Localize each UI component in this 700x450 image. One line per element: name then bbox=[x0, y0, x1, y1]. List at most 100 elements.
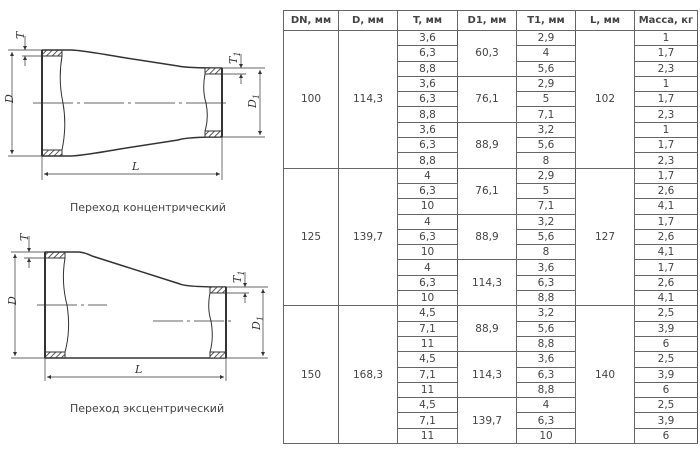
d-cell: 139,7 bbox=[338, 167, 398, 307]
mass-cell: 2,5 bbox=[634, 397, 698, 414]
reducer-spec-table: DN, мм D, мм T, мм D1, мм T1, мм L, мм Масса, … bbox=[283, 10, 698, 445]
d-cell: 168,3 bbox=[338, 305, 398, 445]
table-row: 11 10 6 bbox=[284, 427, 698, 445]
d1-cell: 76,1 bbox=[457, 167, 517, 215]
t-cell: 6,3 bbox=[397, 182, 458, 200]
dimension-D1-label: D1 bbox=[250, 316, 265, 331]
t-cell: 7,1 bbox=[397, 412, 458, 429]
t1-cell: 3,2 bbox=[516, 121, 576, 139]
table-row: 10 8,8 4,1 bbox=[284, 290, 698, 307]
t1-cell: 5 bbox=[516, 182, 576, 200]
l-cell: 102 bbox=[575, 30, 635, 169]
t1-cell: 5 bbox=[516, 91, 576, 108]
mass-cell: 3,9 bbox=[634, 366, 698, 383]
t-cell: 6,3 bbox=[397, 91, 458, 108]
mass-cell: 2,6 bbox=[634, 274, 698, 292]
t1-cell: 4 bbox=[516, 45, 576, 62]
t-cell: 7,1 bbox=[397, 366, 458, 383]
dimension-D1-label: D1 bbox=[246, 94, 261, 109]
t1-cell: 6,3 bbox=[516, 274, 576, 292]
d1-cell: 139,7 bbox=[457, 397, 517, 445]
mass-cell: 2,3 bbox=[634, 106, 698, 123]
mass-cell: 1 bbox=[634, 29, 698, 47]
column-header: T, мм bbox=[397, 10, 458, 31]
dn-cell: 150 bbox=[283, 305, 339, 445]
t1-cell: 3,2 bbox=[516, 305, 576, 322]
t-cell: 3,6 bbox=[397, 121, 458, 139]
t1-cell: 8 bbox=[516, 244, 576, 261]
d1-cell: 60,3 bbox=[457, 30, 517, 77]
mass-cell: 1 bbox=[634, 75, 698, 93]
dimension-D-label: D bbox=[6, 296, 19, 306]
t-cell: 4 bbox=[397, 213, 458, 230]
l-cell: 127 bbox=[575, 167, 635, 307]
mass-cell: 6 bbox=[634, 381, 698, 399]
mass-cell: 2,3 bbox=[634, 60, 698, 77]
table-row: 3,6 88,9 3,2 1 bbox=[284, 121, 698, 169]
dimension-T1-label: T1 bbox=[227, 52, 242, 64]
mass-cell: 6 bbox=[634, 335, 698, 353]
mass-cell: 1,7 bbox=[634, 45, 698, 62]
t1-cell: 7,1 bbox=[516, 106, 576, 123]
d1-cell: 114,3 bbox=[457, 259, 517, 307]
column-header: L, мм bbox=[575, 10, 635, 31]
dimension-T-label: T bbox=[18, 232, 31, 241]
eccentric-caption: Переход эксцентрический bbox=[70, 402, 225, 415]
t1-cell: 3,6 bbox=[516, 351, 576, 368]
mass-cell: 3,9 bbox=[634, 412, 698, 429]
t1-cell: 5,6 bbox=[516, 228, 576, 246]
mass-cell: 4,1 bbox=[634, 198, 698, 215]
t-cell: 7,1 bbox=[397, 320, 458, 337]
dn-cell: 125 bbox=[283, 167, 339, 307]
table-row: 8,8 8 2,3 bbox=[284, 152, 698, 169]
t1-cell: 2,9 bbox=[516, 75, 576, 93]
table-row: 100 114,3 3,6 60,3 2,9 102 1 bbox=[283, 29, 698, 169]
l-cell: 140 bbox=[575, 305, 635, 445]
mass-cell: 1 bbox=[634, 121, 698, 139]
t1-cell: 8,8 bbox=[516, 381, 576, 399]
table-row: 125 139,7 4 76,1 2,9 127 1,7 bbox=[283, 167, 698, 307]
t1-cell: 6,3 bbox=[516, 366, 576, 383]
d-cell: 114,3 bbox=[338, 30, 398, 169]
t-cell: 10 bbox=[397, 198, 458, 215]
mass-cell: 2,6 bbox=[634, 182, 698, 200]
dimension-L-label: L bbox=[131, 160, 139, 173]
table-row: 10 7,1 4,1 bbox=[284, 198, 698, 215]
eccentric-reducer-drawing bbox=[11, 236, 268, 381]
t-cell: 11 bbox=[397, 427, 458, 445]
table-row: 4 88,9 3,2 1,7 bbox=[284, 213, 698, 261]
mass-cell: 6 bbox=[634, 427, 698, 445]
t1-cell: 3,6 bbox=[516, 259, 576, 276]
d1-cell: 88,9 bbox=[457, 213, 517, 261]
t1-cell: 10 bbox=[516, 427, 576, 445]
t-cell: 8,8 bbox=[397, 152, 458, 169]
reducer-drawings: D T L D1 T1 D T L D1 T1 bbox=[3, 30, 268, 381]
t-cell: 4,5 bbox=[397, 397, 458, 414]
mass-cell: 2,5 bbox=[634, 305, 698, 322]
table-row: 6,3 5,6 1,7 bbox=[284, 137, 698, 154]
t-cell: 8,8 bbox=[397, 106, 458, 123]
t-cell: 4 bbox=[397, 167, 458, 184]
t-cell: 10 bbox=[397, 290, 458, 307]
t1-cell: 8,8 bbox=[516, 335, 576, 353]
column-header: D, мм bbox=[338, 10, 398, 31]
table-row: 6,3 4 1,7 bbox=[284, 45, 698, 62]
table-row: 6,3 5,6 2,6 bbox=[284, 228, 698, 246]
mass-cell: 2,3 bbox=[634, 152, 698, 169]
t-cell: 6,3 bbox=[397, 274, 458, 292]
t-cell: 6,3 bbox=[397, 137, 458, 154]
t1-cell: 2,9 bbox=[516, 29, 576, 47]
table-row: 150 168,3 4,5 88,9 3,2 140 2,5 bbox=[283, 305, 698, 445]
mass-cell: 4,1 bbox=[634, 244, 698, 261]
table-row: 3,6 76,1 2,9 1 bbox=[284, 75, 698, 123]
t-cell: 11 bbox=[397, 381, 458, 399]
d1-cell: 76,1 bbox=[457, 75, 517, 123]
t-cell: 11 bbox=[397, 335, 458, 353]
d1-cell: 88,9 bbox=[457, 305, 517, 353]
t1-cell: 3,2 bbox=[516, 213, 576, 230]
t1-cell: 4 bbox=[516, 397, 576, 414]
table-row: 6,3 5 1,7 bbox=[284, 91, 698, 108]
table-row: 4,5 114,3 3,6 2,5 bbox=[284, 351, 698, 399]
t-cell: 6,3 bbox=[397, 228, 458, 246]
t-cell: 6,3 bbox=[397, 45, 458, 62]
